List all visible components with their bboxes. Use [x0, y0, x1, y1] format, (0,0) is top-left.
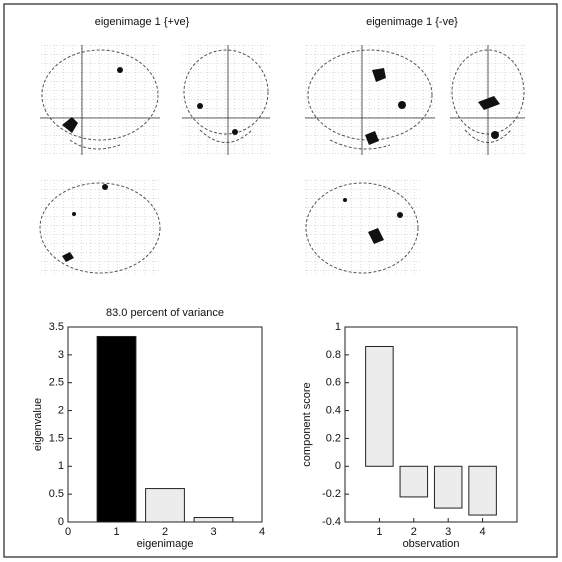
y-tick-label: 1	[58, 460, 64, 472]
y-tick-label: 0.4	[326, 404, 341, 416]
y-tick-label: 1.5	[49, 432, 64, 444]
x-tick-label: 3	[210, 526, 216, 538]
x-tick-label: 4	[259, 526, 265, 538]
x-tick-label: 2	[411, 526, 417, 538]
y-tick-label: -0.4	[322, 516, 341, 528]
x-axis-label: eigenimage	[137, 538, 194, 550]
brain-images	[40, 45, 525, 275]
chart-title: 83.0 percent of variance	[106, 307, 224, 319]
x-axis-label: observation	[403, 538, 460, 550]
y-tick-label: 2.5	[49, 377, 64, 389]
y-tick-label: 0.8	[326, 349, 341, 361]
bar	[146, 489, 185, 522]
figure: eigenimage 1 {+ve} eigenimage 1 {-ve} 00…	[0, 0, 562, 562]
y-tick-label: 0.2	[326, 432, 341, 444]
x-tick-label: 4	[480, 526, 486, 538]
y-tick-label: 0.6	[326, 377, 341, 389]
bar	[469, 466, 497, 515]
y-tick-label: 3.5	[49, 321, 64, 333]
y-axis-label: component score	[301, 382, 313, 466]
bar	[97, 336, 136, 522]
panel-title: eigenimage 1 {+ve}	[95, 16, 190, 28]
x-tick-label: 1	[113, 526, 119, 538]
y-axis-label: eigenvalue	[32, 398, 44, 451]
panel-title: eigenimage 1 {-ve}	[366, 16, 458, 28]
x-tick-label: 2	[162, 526, 168, 538]
y-tick-label: 0	[335, 460, 341, 472]
bar	[400, 466, 428, 497]
x-tick-label: 3	[445, 526, 451, 538]
y-tick-label: -0.2	[322, 488, 341, 500]
y-tick-label: 3	[58, 349, 64, 361]
x-tick-label: 0	[65, 526, 71, 538]
x-tick-label: 1	[376, 526, 382, 538]
y-tick-label: 0	[58, 516, 64, 528]
y-tick-label: 0.5	[49, 488, 64, 500]
bar	[194, 518, 233, 522]
y-tick-label: 2	[58, 404, 64, 416]
bar	[366, 347, 394, 467]
y-tick-label: 1	[335, 321, 341, 333]
bar	[434, 466, 462, 508]
